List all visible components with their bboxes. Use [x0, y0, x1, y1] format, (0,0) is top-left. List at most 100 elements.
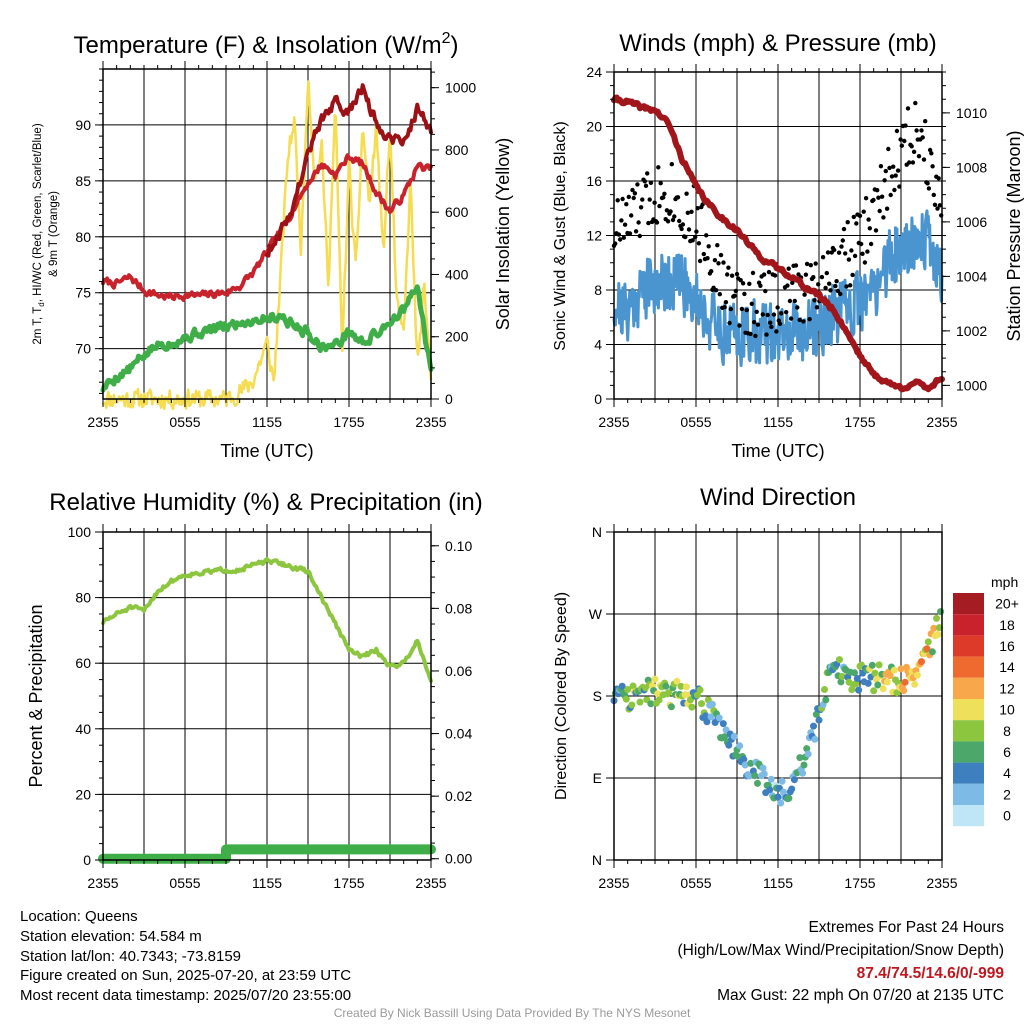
- gust-point: [882, 178, 887, 183]
- gust-point: [920, 135, 925, 140]
- location-text: Location: Queens: [20, 908, 138, 925]
- wind-direction-point: [815, 716, 823, 724]
- wind-left-axis-label: Sonic Wind & Gust (Blue, Black): [552, 121, 569, 350]
- y-left-tick-label: S: [593, 688, 602, 704]
- wind-direction-panel-title: Wind Direction: [700, 484, 856, 511]
- gust-point: [936, 176, 941, 181]
- gust-point: [760, 312, 765, 317]
- extremes-subheading: (High/Low/Max Wind/Precipitation/Snow De…: [677, 942, 1005, 959]
- wind-direction-point: [654, 690, 662, 698]
- gust-point: [737, 323, 742, 328]
- gust-point: [758, 283, 763, 288]
- y-left-tick-label: 70: [75, 341, 91, 357]
- gust-point: [824, 270, 829, 276]
- y-left-tick-label: N: [592, 524, 602, 540]
- y-left-tick-label: 20: [586, 119, 602, 135]
- gust-point: [877, 208, 882, 214]
- gust-point: [926, 186, 932, 191]
- gust-point: [690, 238, 695, 243]
- wind-direction-point: [736, 742, 744, 750]
- y-right-tick-label: 0.00: [445, 851, 472, 867]
- wind-direction-point: [883, 678, 891, 686]
- gust-point: [868, 241, 874, 247]
- y-left-tick-label: 60: [75, 655, 91, 671]
- gust-point: [792, 298, 797, 304]
- y-right-tick-label: 0.06: [445, 663, 472, 679]
- gust-point: [850, 272, 855, 278]
- x-tick-label: 1155: [252, 875, 282, 891]
- gust-point: [718, 252, 724, 258]
- gust-point: [658, 181, 663, 186]
- x-tick-label: 1155: [763, 875, 793, 891]
- wind-direction-point: [760, 770, 768, 778]
- gust-point: [744, 307, 749, 313]
- gust-point: [895, 168, 901, 173]
- gust-point: [892, 187, 897, 193]
- gust-point: [636, 220, 641, 225]
- gust-point: [777, 321, 783, 326]
- wind-direction-point: [911, 680, 919, 688]
- wind-direction-point: [874, 681, 882, 689]
- gust-point: [715, 243, 720, 248]
- wind-direction-point: [767, 775, 775, 783]
- gust-point: [769, 324, 774, 330]
- wind-direction-point: [703, 718, 711, 726]
- gust-point: [642, 179, 647, 184]
- gust-point: [932, 202, 938, 207]
- gust-point: [669, 162, 674, 167]
- gust-point: [750, 270, 756, 276]
- wind-direction-point: [651, 675, 659, 683]
- sonic-wind-line: [612, 209, 944, 367]
- y-left-tick-label: 8: [594, 282, 602, 298]
- wind-direction-point: [688, 703, 696, 711]
- y-right-tick-label: 1008: [956, 159, 987, 175]
- gust-point: [637, 233, 642, 239]
- wind-direction-point: [799, 769, 807, 777]
- gust-point: [695, 206, 700, 211]
- gust-point: [624, 202, 629, 207]
- wind-direction-point: [708, 700, 716, 708]
- wind-direction-point: [810, 722, 817, 730]
- gust-point: [867, 226, 872, 231]
- gust-point: [675, 195, 681, 200]
- gust-point: [657, 203, 662, 209]
- y-right-tick-label: 1010: [956, 105, 987, 121]
- gust-point: [811, 275, 816, 280]
- y-left-tick-label: E: [593, 770, 602, 786]
- gust-point: [662, 191, 667, 196]
- gust-point: [689, 209, 694, 214]
- colorbar-label: 16: [999, 638, 1015, 654]
- y-right-tick-label: 1002: [956, 323, 987, 339]
- gust-point: [785, 283, 790, 288]
- wind-direction-point: [790, 776, 798, 784]
- colorbar-label: 0: [1003, 808, 1011, 824]
- gust-point: [923, 119, 928, 124]
- x-tick-label: 0555: [680, 875, 711, 891]
- gust-point: [705, 256, 710, 261]
- gust-point: [766, 269, 772, 275]
- wind-direction-point: [890, 666, 898, 674]
- gust-point: [633, 229, 639, 234]
- y-right-tick-label: 0.08: [445, 600, 472, 616]
- gust-point: [873, 228, 879, 233]
- gust-point: [883, 168, 888, 174]
- gust-point: [905, 106, 911, 111]
- wind-direction-point: [698, 700, 705, 708]
- wind-direction-point: [673, 677, 681, 685]
- gust-point: [838, 291, 843, 297]
- wind-direction-point: [774, 793, 782, 801]
- colorbar-label: 12: [999, 680, 1015, 696]
- gust-point: [875, 188, 880, 193]
- speed-colorbar: 20+ 18 16 14 12 10 8 6 4 2 0: [953, 593, 1019, 827]
- y-left-tick-label: 40: [75, 721, 91, 737]
- gust-point: [640, 197, 645, 202]
- wind-direction-point: [628, 701, 636, 709]
- gust-point: [645, 171, 650, 176]
- gust-point: [801, 319, 806, 324]
- wind-direction-point: [751, 772, 759, 780]
- gust-point: [721, 260, 726, 265]
- wind-direction-point: [624, 686, 632, 693]
- y-left-tick-label: 20: [75, 786, 91, 802]
- gust-point: [876, 195, 881, 200]
- gust-point: [753, 333, 758, 339]
